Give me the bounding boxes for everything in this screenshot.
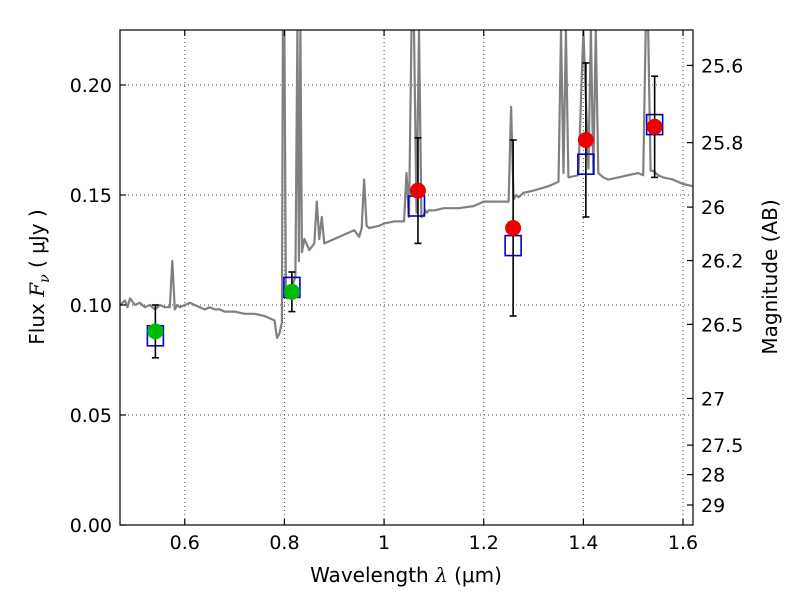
hst-point [577,132,594,148]
y-axis-label: Flux Fν ( μJy ) [25,209,53,344]
x-tick-label: 0.6 [170,532,200,554]
y2-tick-label: 25.8 [701,133,743,155]
ground-point [147,323,164,340]
hst-point [646,118,663,135]
x-tick-label: 1.4 [568,532,598,554]
y-tick-label: 0.10 [70,295,112,317]
x-tick-label: 1 [378,532,390,554]
y2-tick-label: 29 [701,495,725,517]
hst-point [505,220,522,236]
plot-frame [119,29,694,526]
spectrum-layer [120,30,693,340]
y-tick-label: 0.05 [70,405,112,427]
y2-tick-label: 27.5 [701,435,743,457]
y-tick-label: 0.15 [70,185,112,207]
y-tick-label: 0.20 [70,75,112,97]
x-tick-label: 0.8 [269,532,299,554]
grid-layer [120,30,693,526]
x-tick-label: 1.6 [668,532,698,554]
y2-tick-label: 26 [701,197,725,219]
hst-point [409,182,426,199]
x-axis-label: Wavelength λ (μm) [310,563,502,587]
y2-tick-label: 28 [701,465,725,487]
marker-layer [146,62,664,359]
ground-point [283,283,300,300]
y2-tick-label: 27 [701,389,725,411]
y2-tick-label: 26.2 [701,251,743,273]
y2-tick-label: 26.5 [701,314,743,336]
spectrum-line [120,30,693,340]
y2-tick-label: 25.6 [701,55,743,77]
y2-axis-label: Magnitude (AB) [758,199,782,354]
y-tick-label: 0.00 [70,515,112,537]
axis-layer: 0.6 0.8 1 1.2 1.4 1.6 0.00 0.05 0.10 0.15 0.20 25.6… [70,30,743,554]
x-tick-label: 1.2 [469,532,499,554]
